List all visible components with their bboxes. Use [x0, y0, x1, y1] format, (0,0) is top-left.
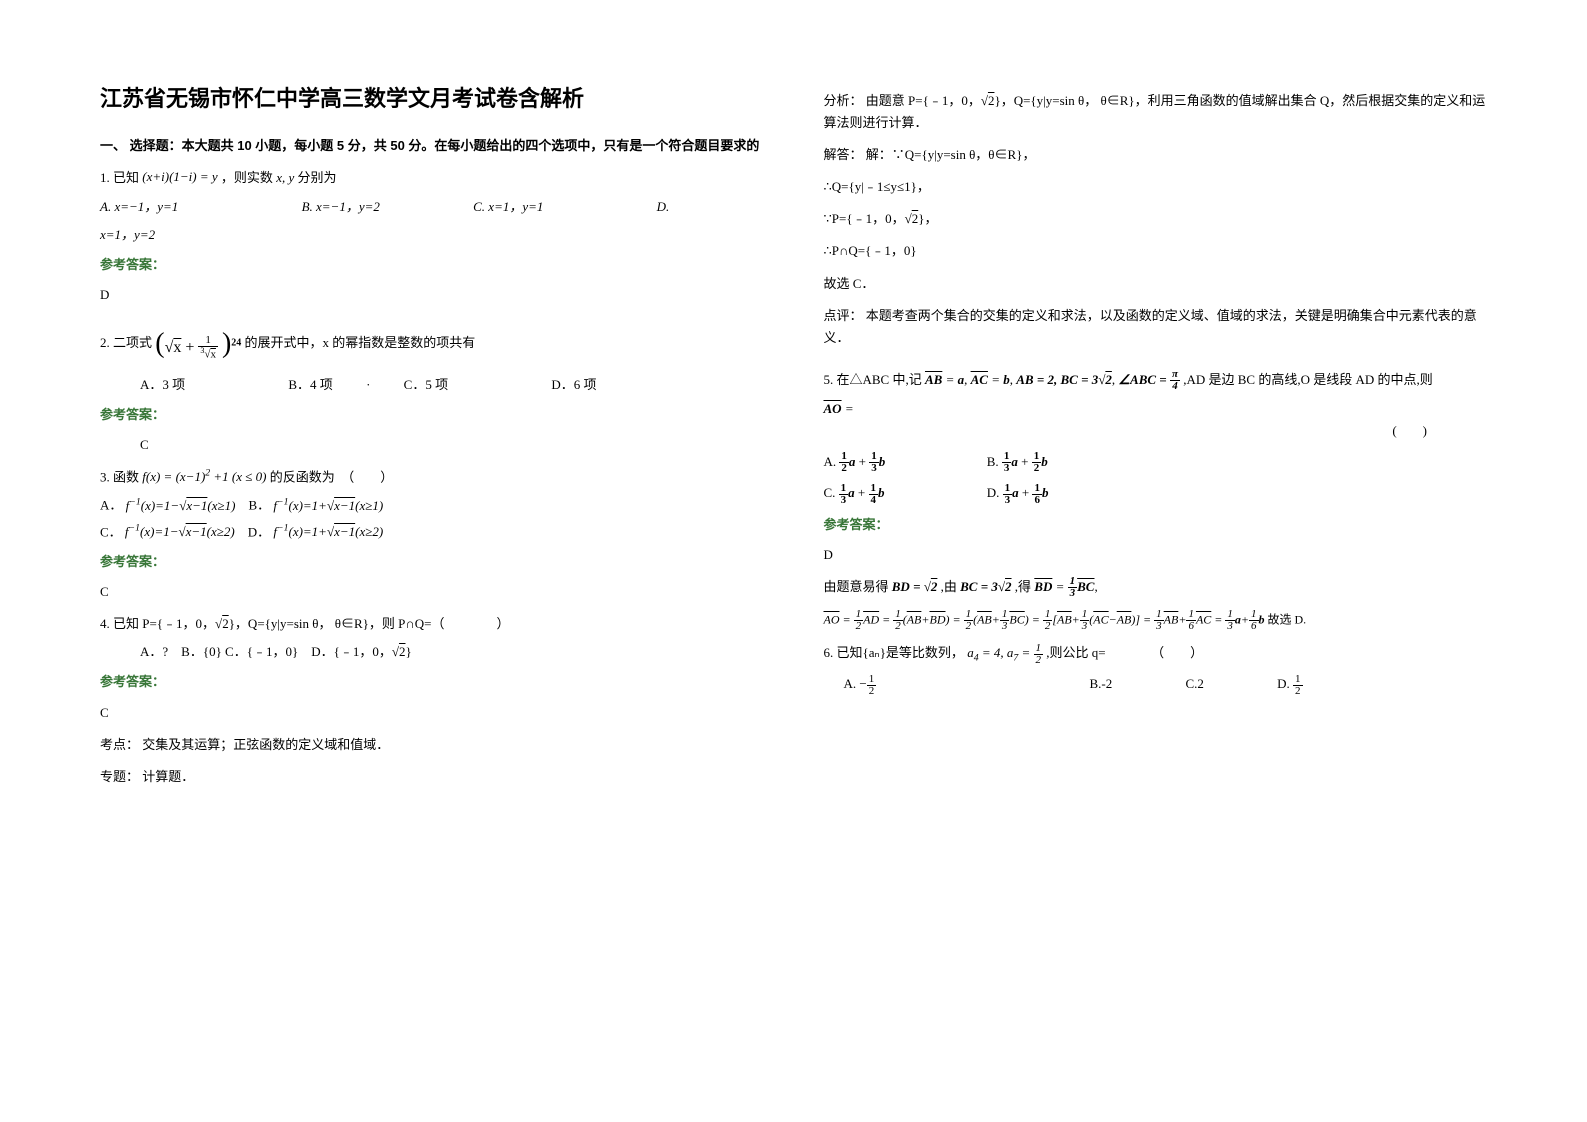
- q4-dp: 本题考查两个集合的交集的定义和求法，以及函数的定义域、值域的求法，关键是明确集合…: [824, 308, 1477, 345]
- q4-answer: C: [100, 702, 764, 724]
- q4-jd4: ∴P∩Q={﹣1，0}: [824, 240, 1488, 262]
- q5-ab: AB = a: [925, 372, 964, 387]
- q3-answer: C: [100, 581, 764, 603]
- q6-optA: A. −12: [844, 673, 997, 697]
- q2-answer: C: [140, 434, 764, 456]
- q6-optB: B.-2: [1089, 673, 1112, 695]
- q1-options: A. x=−1，y=1 B. x=−1，y=2 C. x=1，y=1 D.: [100, 196, 764, 218]
- q5-ang: ∠ABC = π4: [1118, 372, 1180, 387]
- q5-bc: BC = 3√2: [960, 579, 1011, 594]
- q5-ac: AC = b: [971, 372, 1010, 387]
- q2-stem-b: 的展开式中，x 的幂指数是整数的项共有: [245, 335, 476, 350]
- question-1: 1. 已知 (x+i)(1−i) = y ，则实数 x, y 分别为: [100, 167, 764, 189]
- q5-stem-a: 5. 在△ABC 中,记: [824, 372, 922, 387]
- question-4: 4. 已知 P={﹣1，0，√2}，Q={y|y=sin θ， θ∈R}，则 P…: [100, 613, 764, 635]
- q1-optB: B. x=−1，y=2: [302, 196, 380, 218]
- q1-answer: D: [100, 284, 764, 306]
- answer-key-label-4: 参考答案：: [100, 671, 764, 693]
- q4-jieda: 解答： 解：∵Q={y|y=sin θ，θ∈R}，: [824, 144, 1488, 166]
- q4-fenxi: 分析： 由题意 P={﹣1，0，√2}，Q={y|y=sin θ， θ∈R}，利…: [824, 90, 1488, 134]
- q4-stem: 4. 已知 P={﹣1，0，√2}，Q={y|y=sin θ， θ∈R}，则 P…: [100, 616, 509, 631]
- q6-stem-b: ,则公比 q= （ ）: [1046, 645, 1203, 660]
- q2-dash: ·: [366, 374, 370, 396]
- question-5: 5. 在△ABC 中,记 AB = a, AC = b, AB = 2, BC …: [824, 369, 1488, 393]
- q5-bdv: BD = 13BC: [1034, 579, 1094, 594]
- q5-opts-row2: C. 13a + 14b D. 13a + 16b: [824, 482, 1488, 506]
- q4-kaodian: 考点： 交集及其运算；正弦函数的定义域和值域．: [100, 734, 764, 756]
- q2-optA: A．3 项: [140, 374, 185, 396]
- q3-fx: f(x) = (x−1)2 +1 (x ≤ 0): [142, 469, 266, 484]
- q6-optD: D. 12: [1277, 673, 1422, 697]
- q5-opts-row1: A. 12a + 13b B. 13a + 12b: [824, 451, 1488, 475]
- q5-end: 故选 D.: [1268, 613, 1307, 627]
- q2-options: A．3 项 B．4 项 · C．5 项 D．6 项: [140, 374, 764, 396]
- q4-dianping: 点评： 本题考查两个集合的交集的定义和求法，以及函数的定义域、值域的求法，关键是…: [824, 305, 1488, 349]
- q2-stem-a: 2. 二项式: [100, 335, 152, 350]
- q2-optB: B．4 项: [288, 374, 332, 396]
- q5-stem-b: ,AD 是边 BC 的高线,O 是线段 AD 的中点,则: [1183, 372, 1433, 387]
- q5-abv: AB = 2, BC = 3√2: [1016, 372, 1112, 387]
- q6-stem-a: 6. 已知{aₙ}是等比数列，: [824, 645, 964, 660]
- q5-choice-paren: ( ): [824, 420, 1428, 442]
- q5-sol-b: ,由: [941, 579, 957, 594]
- q1-expr: (x+i)(1−i) = y: [142, 169, 217, 184]
- q4-zt-label: 专题：: [100, 769, 139, 784]
- q4-fx: 由题意 P={﹣1，0，√2}，Q={y|y=sin θ， θ∈R}，利用三角函…: [824, 93, 1486, 130]
- q4-options: A．? B．{0} C．{﹣1，0} D．{﹣1，0，√2}: [140, 641, 764, 663]
- q3-stem-c: 的反函数为 （ ）: [270, 469, 394, 484]
- q3-optD-pre: D．: [248, 524, 270, 539]
- q3-optB: f−1(x)=1+√x−1(x≥1): [273, 498, 383, 513]
- q4-kd: 交集及其运算；正弦函数的定义域和值域．: [142, 737, 389, 752]
- q1-stem-e: 分别为: [297, 170, 336, 185]
- answer-key-label-2: 参考答案：: [100, 404, 764, 426]
- question-3: 3. 函数 f(x) = (x−1)2 +1 (x ≤ 0) 的反函数为 （ ）: [100, 466, 764, 488]
- q5-answer: D: [824, 544, 1488, 566]
- q1-optC: C. x=1，y=1: [473, 196, 543, 218]
- q4-jd2: ∴Q={y|﹣1≤y≤1}，: [824, 176, 1488, 198]
- q5-solution-1: 由题意易得 BD = √2 ,由 BC = 3√2 ,得 BD = 13BC,: [824, 576, 1488, 600]
- q3-optA: f−1(x)=1−√x−1(x≥1): [126, 498, 236, 513]
- q4-jd1: 解：∵Q={y|y=sin θ，θ∈R}，: [866, 147, 1036, 162]
- q3-stem-a: 3. 函数: [100, 469, 139, 484]
- doc-title: 江苏省无锡市怀仁中学高三数学文月考试卷含解析: [100, 80, 764, 117]
- q3-optA-pre: A．: [100, 498, 122, 513]
- q3-optC-pre: C．: [100, 524, 122, 539]
- q4-zt: 计算题．: [142, 769, 194, 784]
- answer-key-label-5: 参考答案：: [824, 514, 1488, 536]
- q5-ao: AO =: [824, 398, 1488, 420]
- q1-optD-rest: x=1，y=2: [100, 224, 764, 246]
- answer-key-label-3: 参考答案：: [100, 551, 764, 573]
- q1-optD-label: D.: [657, 196, 670, 218]
- q1-stem-a: 1. 已知: [100, 170, 139, 185]
- q3-optB-pre: B．: [248, 498, 270, 513]
- answer-key-label: 参考答案：: [100, 254, 764, 276]
- q3-opts-row2: C． f−1(x)=1−√x−1(x≥2) D． f−1(x)=1+√x−1(x…: [100, 521, 764, 543]
- q3-optC: f−1(x)=1−√x−1(x≥2): [125, 524, 235, 539]
- q4-kd-label: 考点：: [100, 737, 139, 752]
- q4-jd3: ∵P={﹣1，0，√2}，: [824, 208, 1488, 230]
- question-6: 6. 已知{aₙ}是等比数列， a4 = 4, a7 = 12 ,则公比 q= …: [824, 642, 1488, 667]
- q5-sol-a: 由题意易得: [824, 579, 889, 594]
- q2-binomial: (√x + 13√x )24: [155, 320, 241, 368]
- q1-optA: A. x=−1，y=1: [100, 196, 178, 218]
- q4-fx-label: 分析：: [824, 93, 863, 108]
- q4-jd5: 故选 C．: [824, 273, 1488, 295]
- q3-optD: f−1(x)=1+√x−1(x≥2): [273, 524, 383, 539]
- q5-bd: BD = √2: [892, 579, 938, 594]
- q3-opts-row1: A． f−1(x)=1−√x−1(x≥1) B． f−1(x)=1+√x−1(x…: [100, 494, 764, 516]
- section-1-heading: 一、 选择题：本大题共 10 小题，每小题 5 分，共 50 分。在每小题给出的…: [100, 135, 764, 157]
- q6-cond: a4 = 4, a7 = 12: [967, 645, 1043, 660]
- q2-optC: C．5 项: [404, 374, 448, 396]
- q4-zhuanti: 专题： 计算题．: [100, 766, 764, 788]
- q1-stem-c: ，则实数: [221, 170, 273, 185]
- question-2: 2. 二项式 (√x + 13√x )24 的展开式中，x 的幂指数是整数的项共…: [100, 320, 764, 368]
- q6-optC: C.2: [1185, 673, 1203, 695]
- q5-eq: AO = 12AD = 12(AB+BD) = 12(AB+13BC) = 12…: [824, 609, 1488, 632]
- q2-optD: D．6 项: [551, 374, 596, 396]
- q4-jd-label: 解答：: [824, 147, 863, 162]
- q4-dp-label: 点评：: [824, 308, 863, 323]
- q5-sol-c: ,得: [1015, 579, 1031, 594]
- q6-options: A. −12 B.-2 C.2 D. 12: [844, 673, 1488, 697]
- q1-xy: x, y: [276, 170, 294, 185]
